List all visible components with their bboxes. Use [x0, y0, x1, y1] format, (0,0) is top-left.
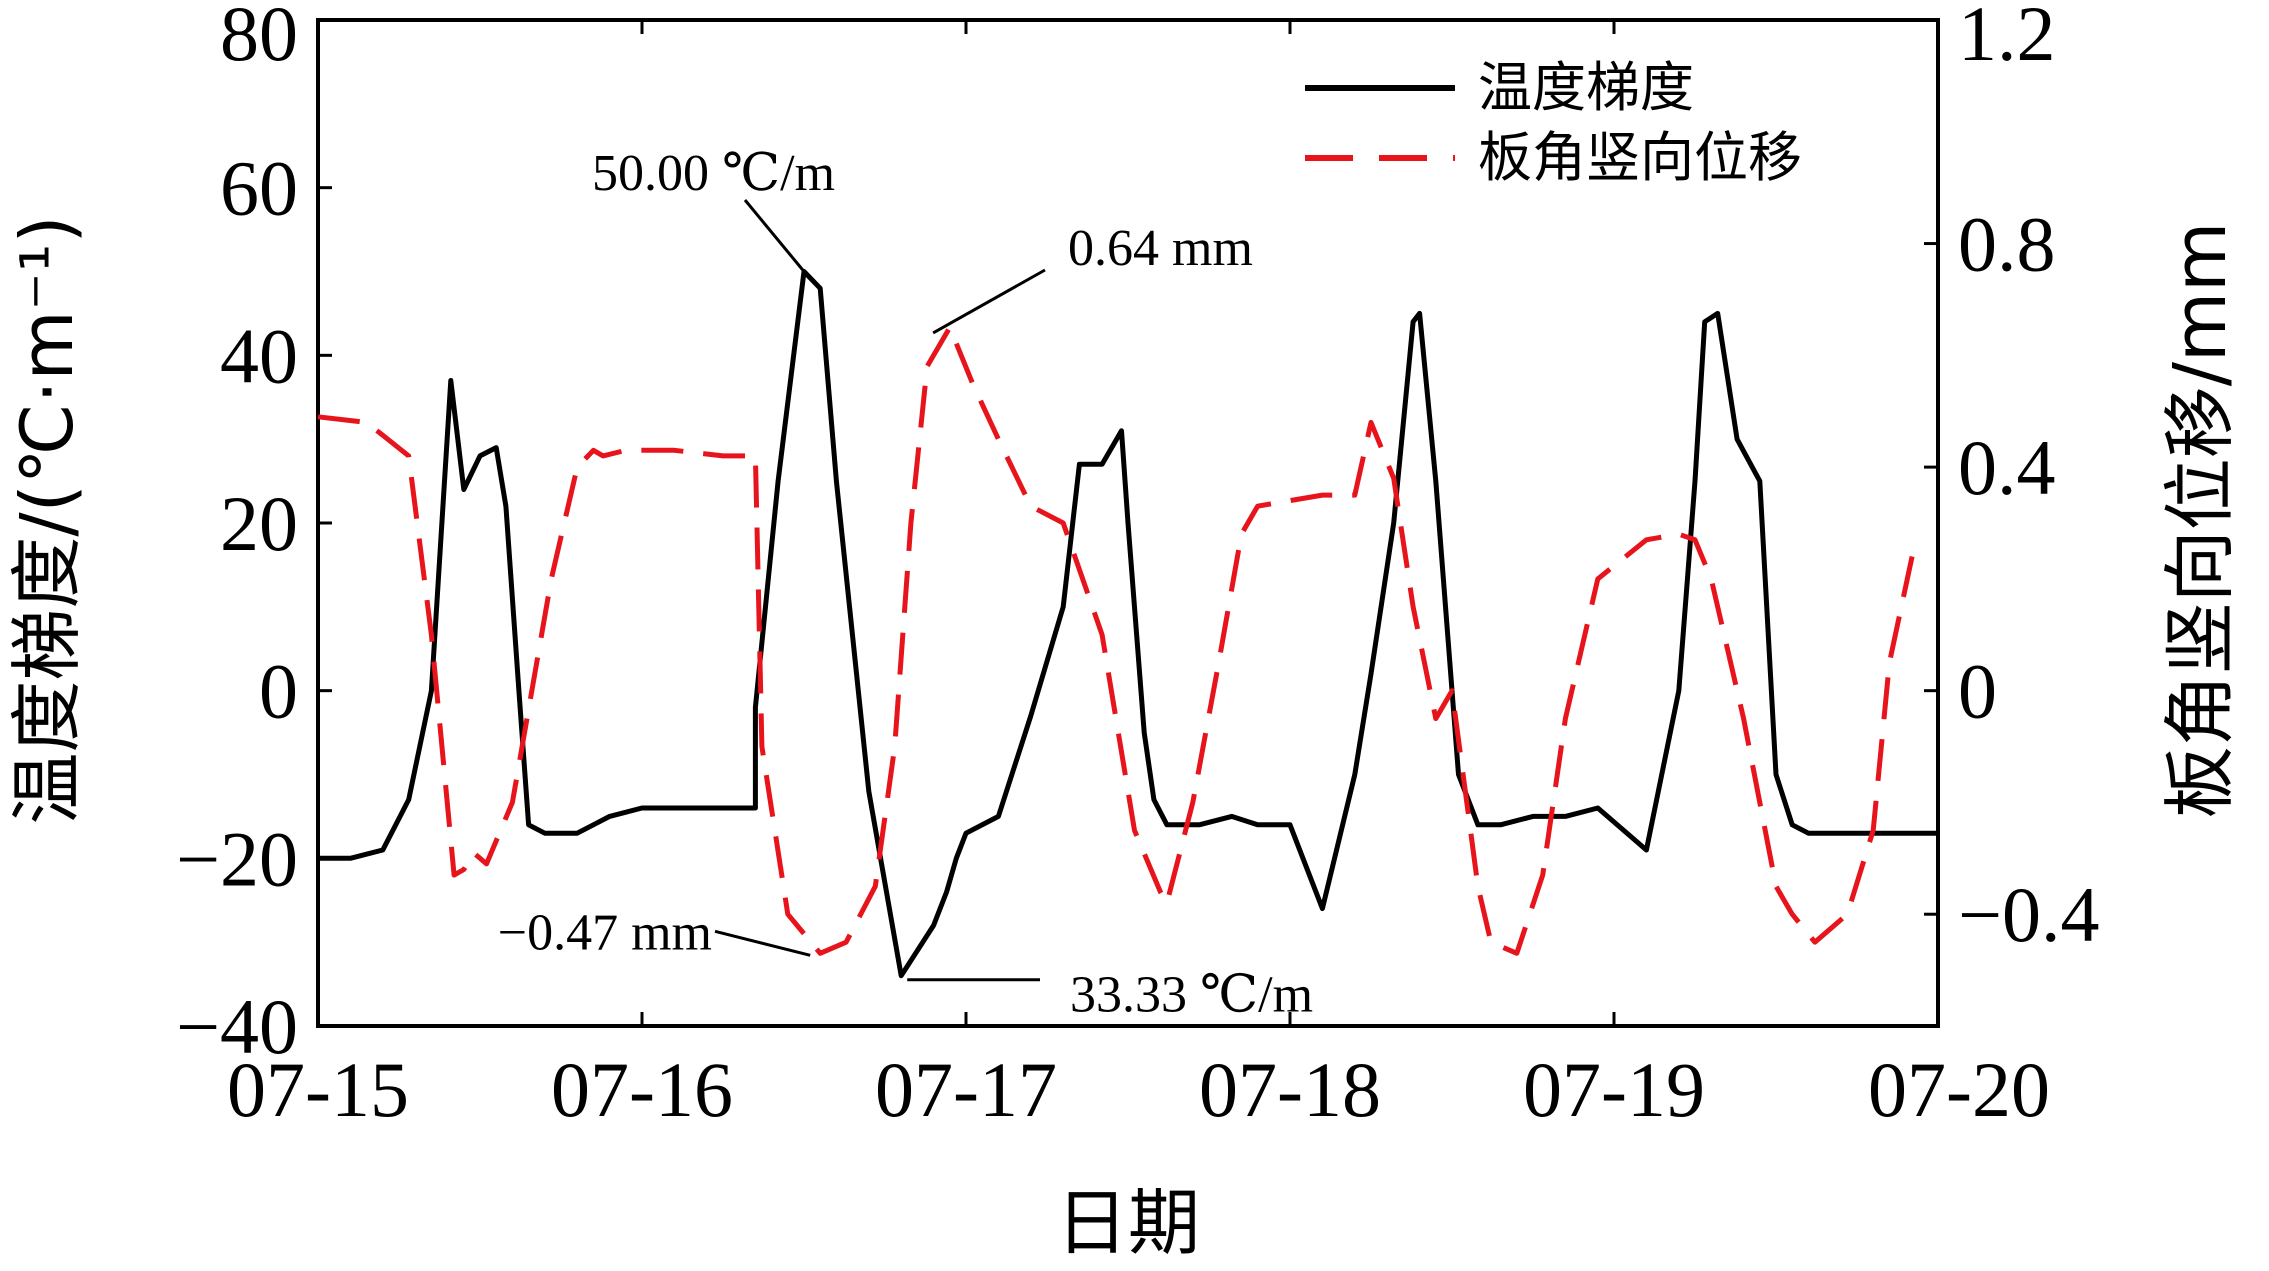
series-line-temperature-gradient	[318, 269, 1938, 979]
y-right-tick-label: 0	[1958, 648, 1997, 735]
axis-ticks	[316, 18, 1940, 1028]
annotation-leader-disp-min	[714, 929, 811, 957]
legend-label-temperature: 温度梯度	[1478, 56, 1694, 119]
legend: 温度梯度 板角竖向位移	[1305, 56, 1802, 189]
series-line-displacement	[317, 324, 1915, 956]
y-left-tick-label: 60	[220, 145, 298, 232]
legend-label-displacement: 板角竖向位移	[1478, 126, 1802, 189]
series-layer	[317, 269, 1938, 979]
x-tick-label: 07-17	[875, 1046, 1057, 1133]
y-right-tick-label: 0.4	[1958, 424, 2056, 511]
y-left-tick-label: 80	[220, 0, 298, 77]
x-tick-label: 07-18	[1199, 1046, 1381, 1133]
annotation-disp-max: 0.64 mm	[1068, 220, 1253, 277]
y-axis-left-title: 温度梯度/(℃·m⁻¹)	[5, 215, 89, 824]
x-tick-label: 07-20	[1868, 1046, 2050, 1133]
annotation-layer: 50.00 ℃/m 0.64 mm 33.33 ℃/m −0.47 mm	[498, 145, 1313, 1024]
y-left-tick-label: 0	[259, 648, 298, 735]
y-right-tick-label: −0.4	[1958, 871, 2100, 958]
annotation-disp-min: −0.47 mm	[498, 904, 712, 961]
tick-labels: 07-15 07-16 07-17 07-18 07-19 07-20 −40 −20 0 20 4…	[176, 0, 2100, 1133]
annotation-temp-max: 50.00 ℃/m	[592, 145, 835, 202]
annotation-temp-min: 33.33 ℃/m	[1070, 967, 1313, 1024]
y-axis-right-title: 板角竖向位移/mm	[2158, 222, 2242, 819]
y-right-tick-label: 0.8	[1958, 201, 2056, 288]
annotation-leader-disp-max	[932, 268, 1046, 335]
x-tick-label: 07-15	[227, 1046, 409, 1133]
y-right-tick-label: 1.2	[1958, 0, 2056, 77]
y-left-tick-label: 40	[220, 312, 298, 399]
annotation-leader-temp-max	[743, 199, 806, 273]
y-left-tick-label: 20	[220, 480, 298, 567]
x-axis-title: 日期	[1056, 1181, 1200, 1265]
x-tick-label: 07-19	[1523, 1046, 1705, 1133]
y-left-tick-label: −40	[176, 983, 298, 1070]
y-left-tick-label: −20	[176, 815, 298, 902]
x-tick-label: 07-16	[551, 1046, 733, 1133]
